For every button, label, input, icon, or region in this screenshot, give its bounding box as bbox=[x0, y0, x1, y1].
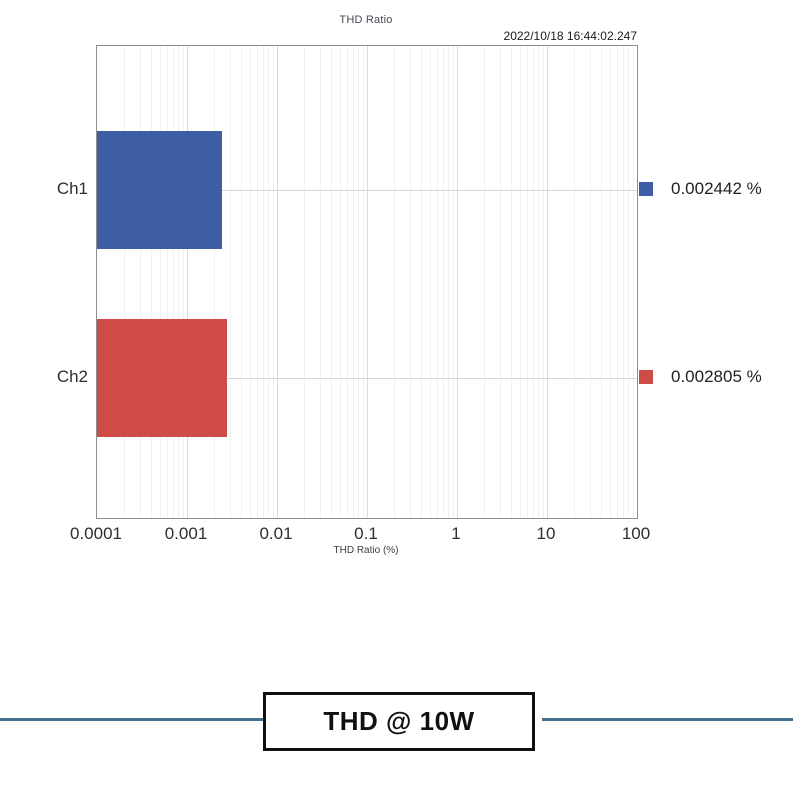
plot-area bbox=[96, 45, 638, 519]
legend-value-ch1: 0.002442 % bbox=[671, 179, 762, 198]
minor-gridline bbox=[347, 46, 348, 518]
minor-gridline bbox=[182, 46, 184, 518]
minor-gridline bbox=[589, 46, 591, 518]
minor-gridline bbox=[484, 46, 486, 518]
minor-gridline bbox=[249, 46, 251, 518]
major-gridline bbox=[457, 46, 458, 518]
major-gridline bbox=[367, 46, 368, 518]
minor-gridline bbox=[574, 46, 576, 518]
legend-swatch-ch2 bbox=[639, 370, 653, 384]
x-tick-label: 100 bbox=[621, 524, 651, 543]
minor-gridline bbox=[151, 46, 153, 518]
minor-gridline bbox=[339, 46, 341, 518]
row-gridline bbox=[97, 190, 637, 191]
minor-gridline bbox=[519, 46, 521, 518]
minor-gridline bbox=[538, 46, 540, 518]
minor-gridline bbox=[353, 46, 355, 518]
minor-gridline bbox=[429, 46, 431, 518]
minor-gridline bbox=[632, 46, 634, 518]
minor-gridline bbox=[527, 46, 528, 518]
minor-gridline bbox=[304, 46, 306, 518]
minor-gridline bbox=[362, 46, 364, 518]
minor-gridline bbox=[542, 46, 544, 518]
x-tick-label: 10 bbox=[536, 524, 556, 543]
minor-gridline bbox=[257, 46, 258, 518]
major-gridline bbox=[187, 46, 188, 518]
minor-gridline bbox=[437, 46, 438, 518]
y-label-ch2: Ch2 bbox=[56, 367, 88, 386]
footer-label-box: THD @ 10W bbox=[263, 692, 535, 751]
legend-value-ch2: 0.002805 % bbox=[671, 367, 762, 386]
minor-gridline bbox=[409, 46, 411, 518]
footer-divider-line-left bbox=[0, 718, 263, 721]
x-tick-label: 0.1 bbox=[354, 524, 378, 543]
minor-gridline bbox=[139, 46, 141, 518]
y-label-ch1: Ch1 bbox=[56, 179, 88, 198]
chart-title: THD Ratio bbox=[339, 14, 393, 26]
bar-ch1 bbox=[97, 131, 222, 249]
minor-gridline bbox=[331, 46, 333, 518]
chart-timestamp: 2022/10/18 16:44:02.247 bbox=[503, 29, 637, 43]
minor-gridline bbox=[617, 46, 618, 518]
minor-gridline bbox=[499, 46, 501, 518]
minor-gridline bbox=[421, 46, 423, 518]
minor-gridline bbox=[533, 46, 535, 518]
minor-gridline bbox=[601, 46, 603, 518]
footer-divider-line-right bbox=[542, 718, 793, 721]
minor-gridline bbox=[394, 46, 396, 518]
minor-gridline bbox=[124, 46, 126, 518]
minor-gridline bbox=[178, 46, 180, 518]
minor-gridline bbox=[263, 46, 265, 518]
minor-gridline bbox=[628, 46, 630, 518]
minor-gridline bbox=[443, 46, 445, 518]
bar-ch2 bbox=[97, 319, 228, 437]
minor-gridline bbox=[241, 46, 243, 518]
minor-gridline bbox=[511, 46, 513, 518]
row-gridline bbox=[97, 378, 637, 379]
minor-gridline bbox=[452, 46, 454, 518]
x-tick-label: 0.01 bbox=[259, 524, 293, 543]
major-gridline bbox=[277, 46, 278, 518]
footer-label: THD @ 10W bbox=[323, 706, 475, 736]
minor-gridline bbox=[214, 46, 216, 518]
minor-gridline bbox=[268, 46, 270, 518]
minor-gridline bbox=[167, 46, 168, 518]
x-tick-label: 1 bbox=[451, 524, 461, 543]
x-tick-label: 0.0001 bbox=[70, 524, 122, 543]
minor-gridline bbox=[358, 46, 360, 518]
minor-gridline bbox=[159, 46, 161, 518]
x-tick-label: 0.001 bbox=[164, 524, 208, 543]
minor-gridline bbox=[173, 46, 175, 518]
minor-gridline bbox=[319, 46, 321, 518]
minor-gridline bbox=[448, 46, 450, 518]
major-gridline bbox=[547, 46, 548, 518]
legend-swatch-ch1 bbox=[639, 182, 653, 196]
x-axis-title: THD Ratio (%) bbox=[333, 545, 399, 556]
minor-gridline bbox=[229, 46, 231, 518]
minor-gridline bbox=[609, 46, 611, 518]
minor-gridline bbox=[623, 46, 625, 518]
minor-gridline bbox=[272, 46, 274, 518]
